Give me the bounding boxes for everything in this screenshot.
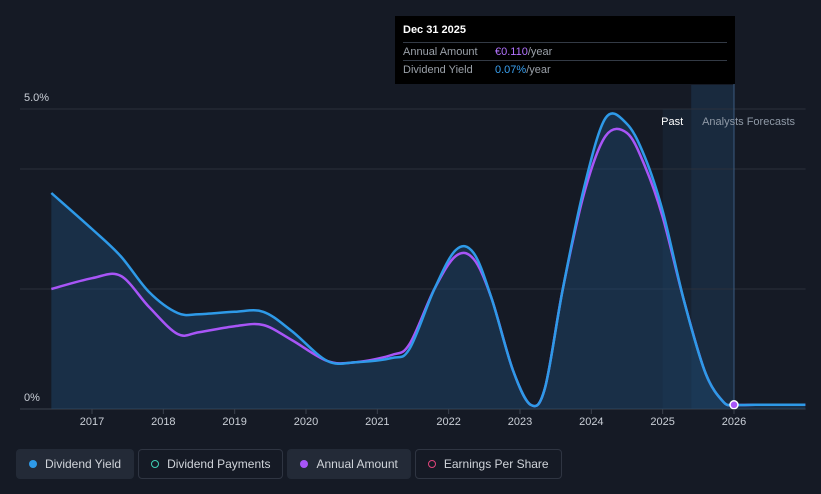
tooltip-date: Dec 31 2025 [403,24,466,36]
x-tick-label: 2020 [294,416,318,428]
legend-dividend-yield[interactable]: Dividend Yield [16,449,135,479]
x-tick-label: 2022 [436,416,460,428]
past-fade-band [662,109,692,409]
grid-lines [20,108,806,410]
tooltip-annual-amount-label: Annual Amount [403,45,478,58]
x-tick-label: 2024 [579,416,603,428]
yield-area-fill [51,113,806,410]
x-tick-label: 2018 [151,416,175,428]
legend-annual-amount-dot [300,460,309,468]
x-tick-label: 2021 [365,416,389,428]
x-tick-label: 2017 [80,416,104,428]
tooltip-annual-amount-value: €0.110 [495,45,528,58]
tooltip-dividend-yield-value: 0.07% [495,63,527,76]
legend-dividend-payments[interactable]: Dividend Payments [138,449,284,479]
legend-earnings-per-share[interactable]: Earnings Per Share [414,449,562,479]
legend-dividend-yield-dot [29,460,37,468]
legend-dividend-payments-dot [151,460,160,468]
tooltip-dividend-yield-label: Dividend Yield [403,63,473,76]
tooltip-annual-amount-unit: /year [527,45,553,58]
tooltip-annual-amount-row: Annual Amount €0.110 /year [403,42,727,60]
x-tick-label: 2023 [508,416,532,428]
past-region-label: Past [661,116,683,128]
legend-dividend-yield-label: Dividend Yield [45,457,122,471]
y-tick-label: 0% [24,392,40,404]
x-tick-label: 2026 [722,416,746,428]
x-tick-label: 2025 [650,416,674,428]
legend-earnings-per-share-label: Earnings Per Share [443,457,549,471]
forecast-region-label: Analysts Forecasts [702,116,795,128]
legend-annual-amount[interactable]: Annual Amount [287,449,411,479]
tooltip-dividend-yield-unit: /year [526,63,551,76]
y-tick-label: 5.0% [24,92,49,104]
dividend-yield-line [50,112,806,408]
highlight-point[interactable] [729,400,739,410]
x-axis-labels: 2017 2018 2019 2020 2021 2022 2023 2024 2025 2026 [80,409,746,428]
legend-earnings-per-share-dot [427,460,436,468]
tooltip-dividend-yield-row: Dividend Yield 0.07% /year [403,60,727,78]
legend-dividend-payments-label: Dividend Payments [167,457,271,471]
x-tick-label: 2019 [222,416,246,428]
legend: Dividend Yield Dividend Payments Annual … [16,449,562,481]
legend-annual-amount-label: Annual Amount [316,457,398,471]
y-axis-labels: 5.0% 0% [24,92,49,404]
tooltip: Dec 31 2025 Annual Amount €0.110 /year D… [395,16,735,84]
